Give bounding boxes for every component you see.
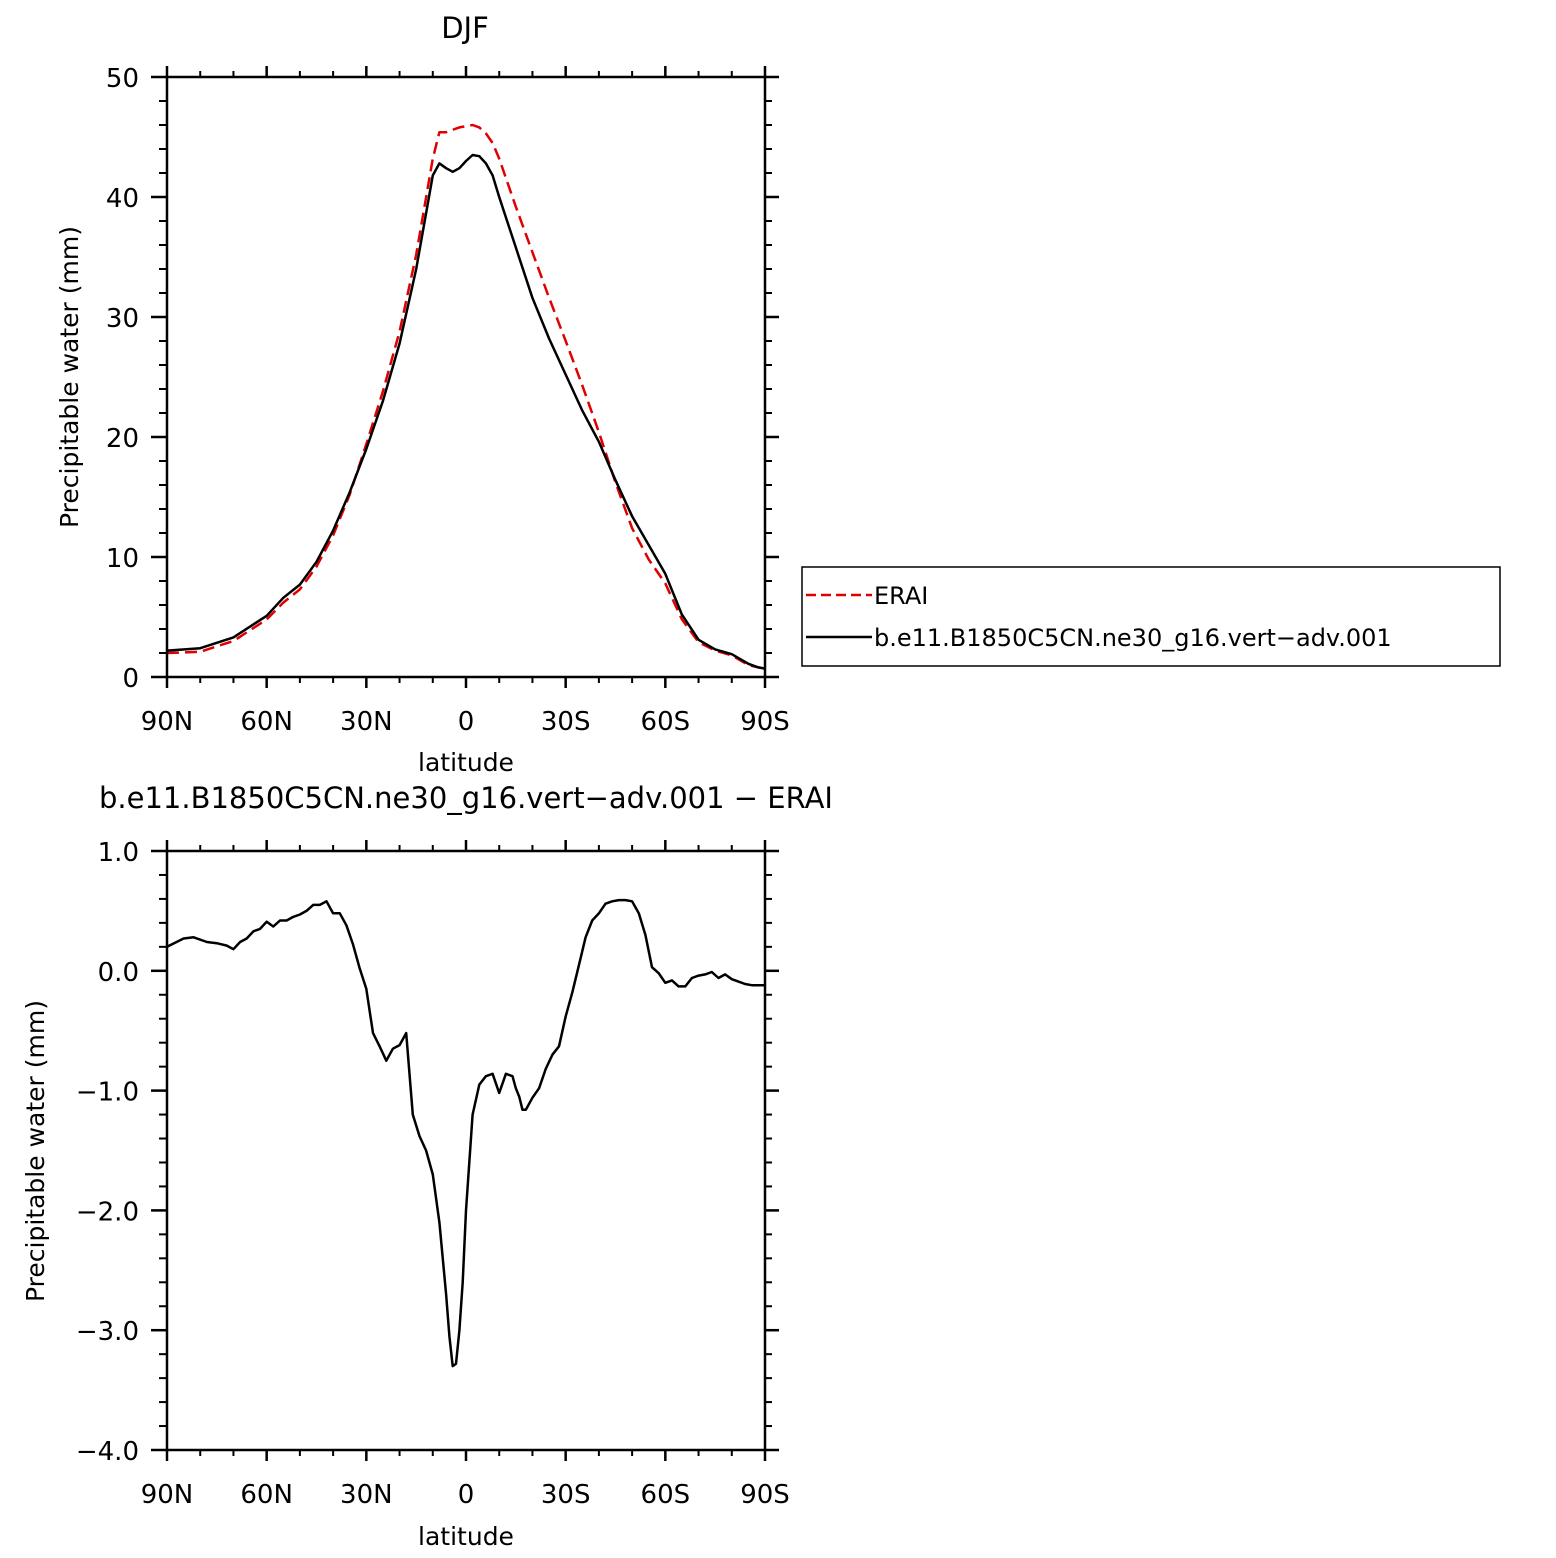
x-tick-label: 90N: [141, 1480, 194, 1510]
y-tick-label: 50: [106, 64, 139, 94]
top-y-axis-title: Precipitable water (mm): [55, 226, 84, 528]
x-tick-label: 30S: [541, 1480, 591, 1510]
y-tick-label: 0.0: [98, 958, 139, 988]
series-line-0: [166, 123, 766, 670]
y-tick-label: −1.0: [76, 1078, 139, 1108]
x-tick-label: 60N: [240, 707, 293, 737]
bottom-y-tick-labels: 1.0 0.0 −1.0 −2.0 −3.0 −4.0: [76, 838, 139, 1467]
y-tick-label: 30: [106, 304, 139, 334]
series-line-1: [166, 153, 766, 670]
legend-label-model: b.e11.B1850C5CN.ne30_g16.vert−adv.001: [874, 624, 1392, 652]
top-panel-series: [166, 123, 766, 670]
x-tick-label: 90S: [740, 1480, 790, 1510]
top-panel-title: DJF: [441, 11, 489, 45]
x-tick-label: 60S: [641, 707, 691, 737]
bottom-plot-frame: [165, 849, 767, 1452]
y-tick-label: 40: [106, 184, 139, 214]
bottom-x-axis-title: latitude: [418, 1522, 514, 1551]
y-tick-label: −4.0: [76, 1437, 139, 1467]
top-x-tick-labels: 90N 60N 30N 0 30S 60S 90S: [141, 707, 790, 737]
bottom-panel-series: [166, 898, 765, 1368]
top-plot-frame: [165, 75, 767, 679]
bottom-panel-title: b.e11.B1850C5CN.ne30_g16.vert−adv.001 − …: [99, 781, 833, 815]
legend-frame: [801, 566, 1501, 667]
y-tick-label: 10: [106, 544, 139, 574]
x-tick-label: 30S: [541, 707, 591, 737]
bottom-panel-ticks: [151, 840, 779, 1461]
bottom-x-tick-labels: 90N 60N 30N 0 30S 60S 90S: [141, 1480, 790, 1510]
bottom-y-axis-title: Precipitable water (mm): [21, 1000, 50, 1302]
x-tick-label: 90S: [740, 707, 790, 737]
y-tick-label: 20: [106, 424, 139, 454]
x-tick-label: 30N: [340, 707, 393, 737]
top-y-tick-labels: 0 10 20 30 40 50: [106, 64, 139, 694]
legend: ERAI b.e11.B1850C5CN.ne30_g16.vert−adv.0…: [801, 566, 1501, 667]
x-tick-label: 60N: [240, 1480, 293, 1510]
y-tick-label: −2.0: [76, 1197, 139, 1227]
x-tick-label: 0: [458, 707, 475, 737]
x-tick-label: 60S: [641, 1480, 691, 1510]
series-line-0: [166, 898, 765, 1368]
top-panel: DJF 90N 60N 30N 0 30S 60S 90S 0 10 20 30 40 50 lati…: [55, 11, 790, 777]
top-panel-ticks: [151, 66, 779, 688]
top-x-axis-title: latitude: [418, 748, 514, 777]
x-tick-label: 90N: [141, 707, 194, 737]
x-tick-label: 30N: [340, 1480, 393, 1510]
y-tick-label: −3.0: [76, 1317, 139, 1347]
y-tick-label: 1.0: [98, 838, 139, 868]
bottom-panel: b.e11.B1850C5CN.ne30_g16.vert−adv.001 − …: [21, 781, 833, 1551]
y-tick-label: 0: [122, 664, 139, 694]
legend-label-erai: ERAI: [874, 582, 928, 610]
x-tick-label: 0: [458, 1480, 475, 1510]
